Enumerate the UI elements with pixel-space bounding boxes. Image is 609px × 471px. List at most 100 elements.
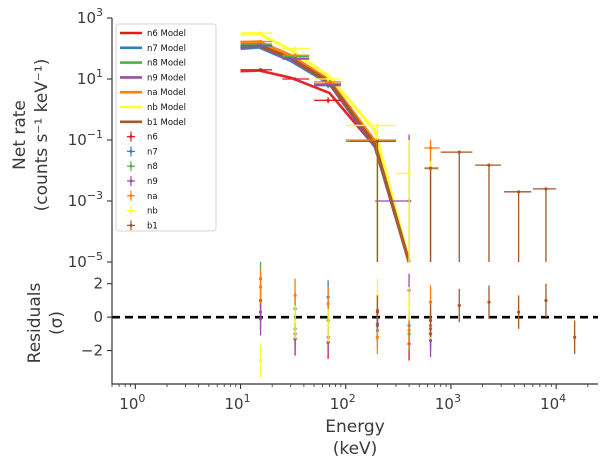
residual-point-nb-2 [326,323,330,328]
data-series-n6 [240,67,341,104]
x-tick-label-3: 103 [435,392,461,413]
residual-point-n9-0 [258,317,263,321]
residual-point-na-2 [326,302,330,306]
legend-label-na-model: na Model [147,88,186,98]
point-b1-1 [428,166,433,170]
legend-frame [115,23,217,232]
residual-point-b1-5 [544,298,548,303]
legend-label-n8-model: n8 Model [147,59,186,69]
x-title-line-1: (keV) [333,439,378,459]
x-tick-label-4: 104 [540,392,566,413]
legend-marker-na [129,194,133,198]
legend-label-n7: n7 [147,147,158,157]
residual-point-na-0 [258,285,263,289]
point-b1-0 [375,139,380,143]
residual-series-n6 [258,283,433,361]
point-b1-4 [517,190,521,194]
residual-series-na [258,270,433,354]
legend-label-n7-model: n7 Model [147,44,186,54]
spectrum-y-title-line-0: Net rate [10,100,30,170]
spectrum-panel: 10−5 10−3 10−1 101 103 Net rate (counts s⁻¹ k… [10,6,557,271]
residual-axes: −2 0 2 100 101 102 103 104 [81,262,598,413]
point-na-0 [258,39,263,44]
y-tick-label-3: 101 [77,67,103,88]
y-tick-label-2: 10−1 [68,128,103,149]
x-tick-label-1: 101 [224,392,250,413]
x-title-line-0: Energy [325,417,385,437]
legend-label-n9: n9 [147,177,158,187]
residual-series-b1 [375,283,577,354]
point-nb-2 [326,77,330,81]
data-series-nb [240,31,439,262]
x-tick-label-2: 102 [330,392,356,413]
model-curve-b1 [240,43,411,263]
residual-series-nb [258,278,433,378]
legend-label-na: na [147,192,158,202]
legend-label-b1: b1 [147,221,158,231]
residual-point-na-5 [428,300,433,304]
point-n9-2 [326,83,330,87]
point-nb-4 [407,171,411,176]
x-tick-label-0: 100 [119,392,145,413]
legend-label-nb: nb [147,207,158,217]
legend: n6 Model n7 Model n8 Model n9 Model na Model… [115,23,217,232]
y-tick-label-1: 10−3 [68,189,103,210]
residual-series-n8 [258,262,433,351]
residual-point-nb-0 [258,359,263,363]
point-nb-1 [293,46,297,51]
point-b1-2 [457,150,461,154]
point-b1-5 [544,187,548,191]
residual-points [258,262,577,378]
residual-point-b1-2 [457,303,461,308]
y-tick-label-4: 103 [77,6,103,27]
residual-y-tick-label-0: −2 [81,342,103,360]
legend-label-n9-model: n9 Model [147,73,186,83]
point-na-1 [293,53,297,57]
legend-marker-n9 [129,179,133,183]
residual-point-n9-5 [428,338,433,343]
legend-label-n8: n8 [147,162,158,172]
model-curves [240,31,411,263]
spectrum-y-title-line-1: (counts s⁻¹ keV⁻¹) [32,59,52,212]
residual-point-b1-1 [428,318,433,323]
data-points [240,31,557,262]
residual-point-b1-4 [517,310,521,314]
residual-series-n7 [258,280,433,346]
legend-label-nb-model: nb Model [147,103,186,113]
legend-label-n6: n6 [147,133,158,143]
residual-series-n9 [258,273,433,358]
residual-point-na-4 [407,328,411,333]
residual-point-na-1 [293,293,297,298]
residual-y-title-line-1: (σ) [47,311,67,335]
spectrum-axes: 10−5 10−3 10−1 101 103 [68,6,113,271]
legend-marker-b1 [129,223,133,227]
residual-point-nb-1 [293,320,297,324]
legend-label-n6-model: n6 Model [147,29,186,39]
spectrum-y-axis-title: Net rate (counts s⁻¹ keV⁻¹) [10,59,52,212]
residual-point-b1-3 [487,300,491,304]
residual-y-axis-title: Residuals (σ) [25,283,67,364]
legend-marker-n6 [129,135,133,139]
residual-point-b1-0 [375,310,380,314]
residual-y-tick-label-2: 2 [93,275,103,293]
point-nb-3 [375,123,380,128]
x-axis-title: Energy(keV) [325,417,385,459]
point-na-2 [326,80,330,84]
residual-point-nb-4 [407,302,411,306]
point-b1-3 [487,163,491,167]
point-n9-1 [293,56,297,60]
model-curve-nb [240,31,411,263]
legend-marker-n8 [129,164,133,168]
point-n6-1 [293,77,297,81]
legend-marker-nb [129,209,133,213]
y-tick-label-0: 10−5 [68,250,103,271]
point-na-4 [428,146,433,150]
point-n6-0 [258,68,263,72]
residual-point-b1-6 [573,335,577,339]
residual-point-na-3 [375,335,380,339]
residual-y-title-line-0: Residuals [25,283,45,364]
point-n9-0 [258,43,263,48]
legend-label-b1-model: b1 Model [147,118,186,128]
